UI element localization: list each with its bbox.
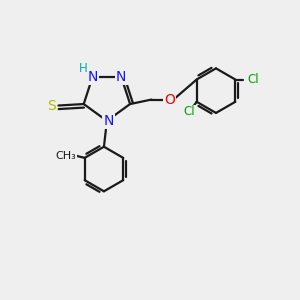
Text: H: H (79, 62, 87, 75)
Text: O: O (164, 93, 175, 106)
Text: N: N (103, 114, 114, 128)
Text: S: S (47, 98, 56, 112)
Text: CH₃: CH₃ (56, 152, 76, 161)
Text: Cl: Cl (183, 106, 195, 118)
Text: N: N (87, 70, 98, 84)
Text: Cl: Cl (247, 73, 259, 86)
Text: N: N (116, 70, 126, 84)
